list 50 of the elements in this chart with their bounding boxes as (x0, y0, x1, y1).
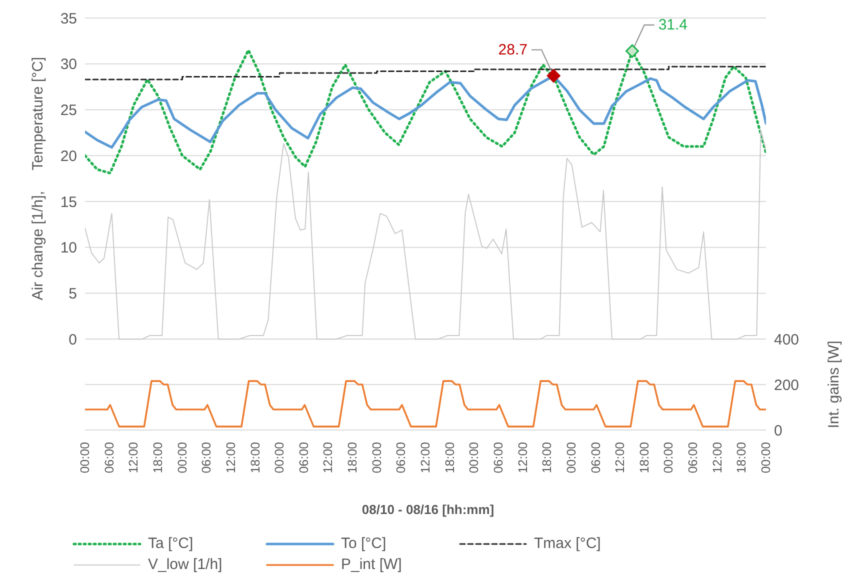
y-tick-label: 0 (68, 331, 77, 348)
x-tick-label: 12:00 (321, 442, 336, 474)
y-tick-label: 30 (60, 56, 77, 74)
x-tick-label: 06:00 (394, 442, 408, 474)
y-tick-label: 15 (60, 194, 77, 211)
x-tick-label: 06:00 (686, 442, 700, 474)
x-tick-label: 06:00 (491, 442, 506, 474)
y-tick-label: 5 (68, 286, 77, 303)
y2-tick-label: 0 (774, 422, 782, 440)
x-tick-label: 00:00 (78, 442, 92, 474)
x-tick-label: 00:00 (370, 442, 384, 474)
legend-label: To [°C] (341, 535, 386, 552)
x-tick-label: 06:00 (102, 442, 116, 474)
x-tick-label: 18:00 (540, 442, 554, 474)
x-tick-label: 12:00 (418, 442, 432, 474)
x-tick-label: 18:00 (637, 442, 652, 474)
x-tick-label: 00:00 (175, 442, 190, 474)
x-tick-label: 12:00 (126, 442, 141, 474)
y-tick-label: 20 (60, 148, 77, 165)
x-tick-label: 18:00 (248, 442, 262, 474)
y-tick-label: 10 (60, 240, 77, 257)
annotation: 28.7 (498, 41, 528, 58)
annotation: 31.4 (658, 16, 688, 34)
y2-axis-title: Int. gains [W] (826, 340, 842, 428)
x-tick-label: 12:00 (613, 442, 628, 474)
legend-label: P_int [W] (341, 556, 402, 573)
y2-tick-label: 200 (774, 376, 800, 394)
x-tick-label: 18:00 (734, 442, 749, 474)
x-tick-label: 06:00 (588, 442, 603, 474)
x-tick-label: 18:00 (150, 442, 165, 474)
x-axis-title: 08/10 - 08/16 [hh:mm] (360, 502, 496, 517)
y-tick-label: 35 (60, 10, 77, 28)
x-tick-label: 00:00 (467, 442, 482, 474)
y-axis-title: Air change [1/h], Temperature [°C] (30, 56, 46, 300)
x-tick-label: 12:00 (224, 442, 238, 474)
x-tick-label: 12:00 (710, 442, 724, 474)
x-tick-label: 00:00 (272, 442, 287, 474)
x-tick-label: 18:00 (442, 442, 457, 474)
x-tick-label: 00:00 (662, 442, 676, 474)
x-tick-label: 06:00 (296, 442, 311, 474)
x-tick-label: 00:00 (564, 442, 578, 474)
x-tick-label: 00:00 (759, 442, 773, 474)
legend-label: V_low [1/h] (148, 556, 222, 573)
x-tick-label: 12:00 (516, 442, 530, 474)
x-tick-label: 18:00 (346, 442, 360, 474)
x-tick-label: 06:00 (200, 442, 214, 474)
legend-label: Tmax [°C] (534, 535, 601, 552)
legend-label: Ta [°C] (148, 535, 194, 552)
y2-tick-label: 400 (774, 331, 800, 348)
y-tick-label: 25 (60, 102, 77, 120)
